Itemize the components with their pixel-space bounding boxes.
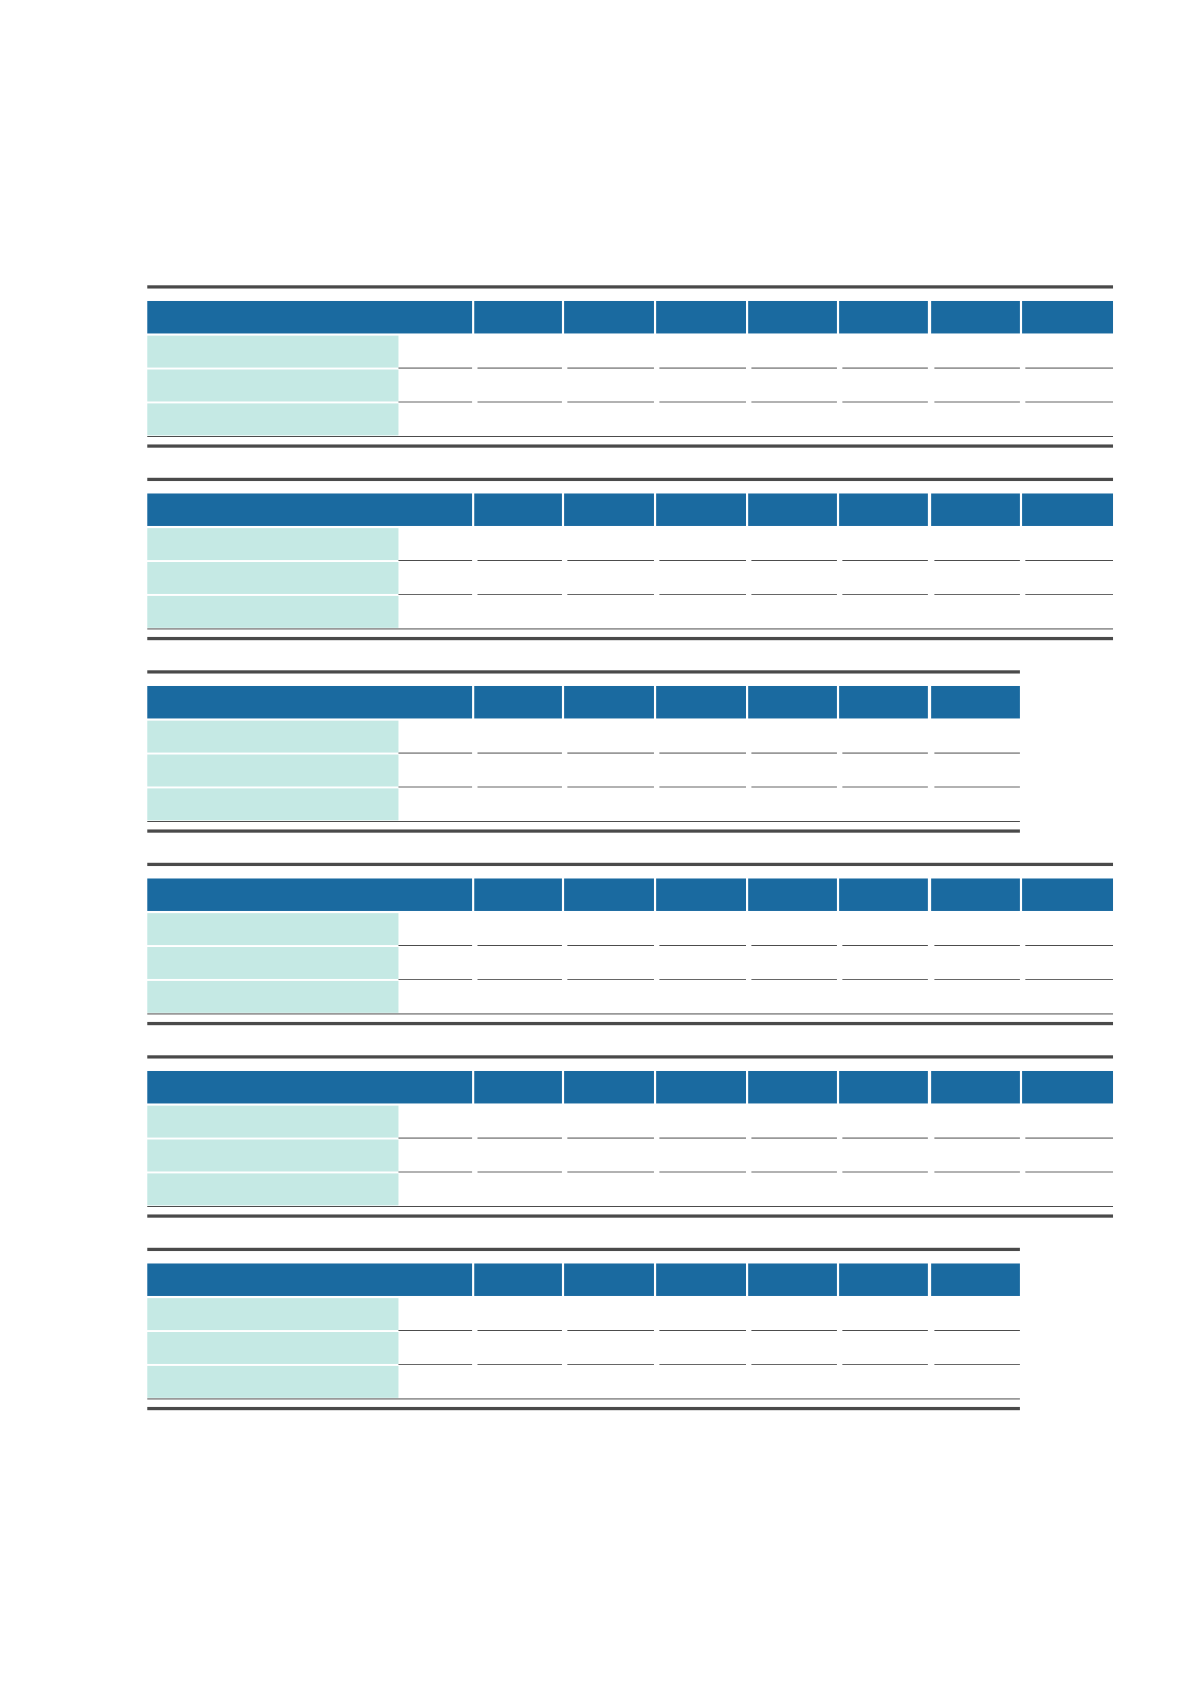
header-cell <box>147 878 473 911</box>
header-cell <box>748 878 837 911</box>
header-cell <box>839 685 928 719</box>
row-label-cell <box>147 369 399 402</box>
header-cell <box>656 1070 746 1104</box>
row-label-cell <box>147 1173 399 1206</box>
header-cell <box>656 1263 746 1296</box>
header-cell <box>474 300 562 334</box>
header-cell <box>839 1070 928 1104</box>
row-label-cell <box>147 562 399 594</box>
header-cell <box>656 685 746 719</box>
table-top-rule <box>147 477 1114 482</box>
header-cell <box>147 685 473 719</box>
row-label-cell <box>147 913 399 946</box>
header-cell <box>147 1263 473 1296</box>
table-bottom-rule <box>147 444 1114 448</box>
row-label-cell <box>147 754 399 787</box>
header-cell <box>564 1070 654 1104</box>
header-cell <box>474 878 562 911</box>
header-cell <box>748 1263 837 1296</box>
header-cell <box>839 1263 928 1296</box>
header-cell <box>147 1070 473 1104</box>
table-bottom-rule <box>147 1406 1020 1411</box>
row-label-cell <box>147 1105 399 1138</box>
header-cell <box>564 1263 654 1296</box>
header-cell <box>564 300 654 334</box>
header-cell <box>931 1070 1020 1104</box>
header-cell <box>564 685 654 719</box>
row-label-cell <box>147 595 399 628</box>
row-label-cell <box>147 1332 399 1364</box>
header-cell <box>931 300 1020 334</box>
row-label-cell <box>147 980 399 1013</box>
row-label-cell <box>147 788 399 821</box>
header-cell <box>1022 493 1114 526</box>
row-label-cell <box>147 403 399 436</box>
table-bottom-rule <box>147 1214 1114 1218</box>
header-cell <box>839 878 928 911</box>
header-cell <box>931 685 1020 719</box>
header-cell <box>474 1070 562 1104</box>
row-label-cell <box>147 1139 399 1172</box>
header-cell <box>931 1263 1020 1296</box>
header-cell <box>564 493 654 526</box>
table-top-rule <box>147 285 1114 289</box>
row-label-cell <box>147 1298 399 1331</box>
row-label-cell <box>147 720 399 753</box>
header-cell <box>564 878 654 911</box>
row-label-cell <box>147 947 399 979</box>
header-cell <box>1022 300 1114 334</box>
header-cell <box>656 493 746 526</box>
header-cell <box>147 300 473 334</box>
row-label-cell <box>147 528 399 561</box>
table-top-rule <box>147 862 1114 867</box>
header-cell <box>748 685 837 719</box>
header-cell <box>931 493 1020 526</box>
header-cell <box>931 878 1020 911</box>
header-cell <box>748 493 837 526</box>
header-cell <box>147 493 473 526</box>
row-label-cell <box>147 335 399 368</box>
table-top-rule <box>147 670 1020 674</box>
table-bottom-rule <box>147 829 1020 833</box>
header-cell <box>839 493 928 526</box>
table-top-rule <box>147 1055 1114 1059</box>
header-cell <box>474 685 562 719</box>
header-cell <box>1022 878 1114 911</box>
row-label-cell <box>147 1365 399 1398</box>
table-bottom-rule <box>147 1021 1114 1026</box>
header-cell <box>656 878 746 911</box>
header-cell <box>748 300 837 334</box>
header-cell <box>839 300 928 334</box>
header-cell <box>474 493 562 526</box>
header-cell <box>748 1070 837 1104</box>
table-top-rule <box>147 1247 1020 1252</box>
header-cell <box>1022 1070 1114 1104</box>
header-cell <box>474 1263 562 1296</box>
header-cell <box>656 300 746 334</box>
table-bottom-rule <box>147 636 1114 641</box>
